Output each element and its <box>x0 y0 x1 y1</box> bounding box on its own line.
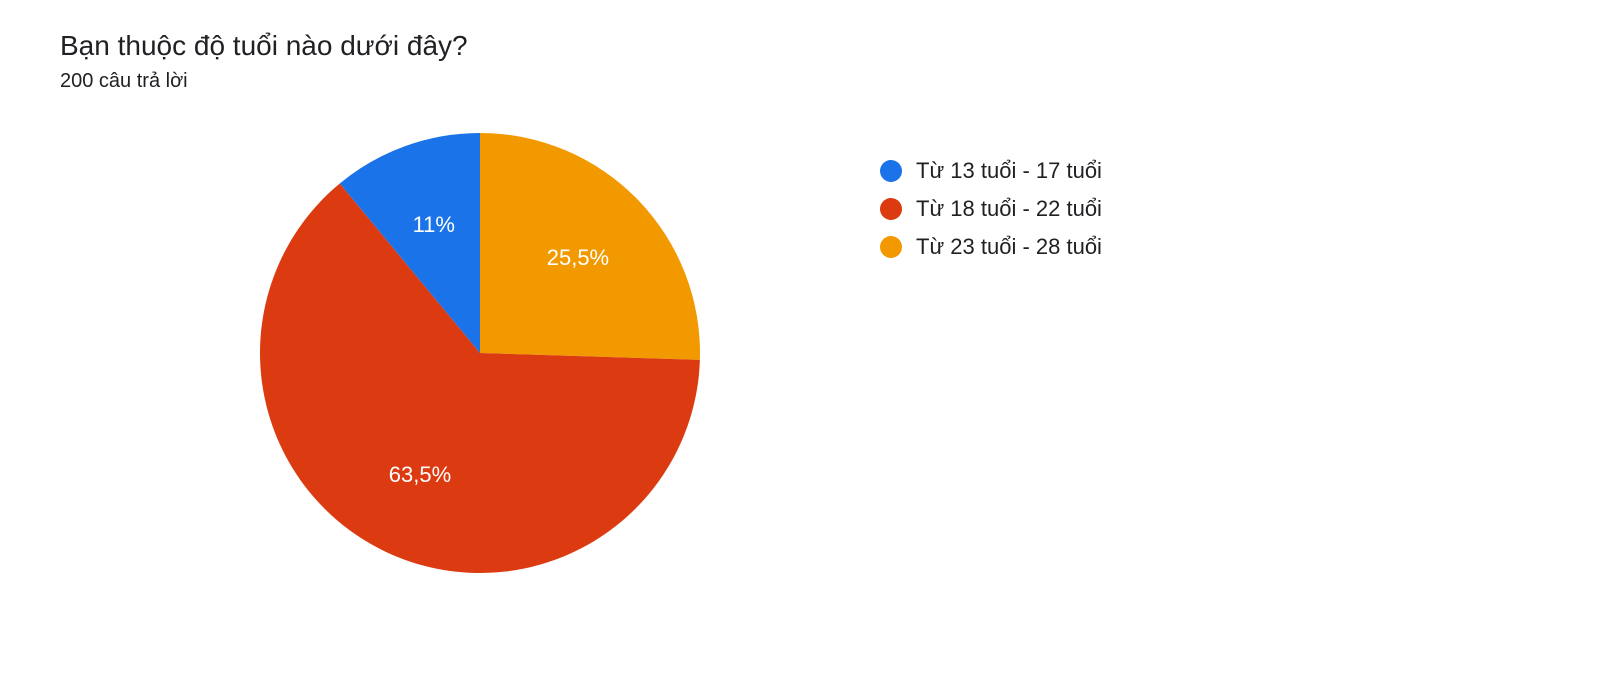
chart-title: Bạn thuộc độ tuổi nào dưới đây? <box>60 30 1540 62</box>
legend-swatch <box>880 236 902 258</box>
legend-swatch <box>880 160 902 182</box>
pie-chart: 25,5% 63,5% 11% <box>260 133 700 573</box>
legend: Từ 13 tuổi - 17 tuổi Từ 18 tuổi - 22 tuổi… <box>880 158 1102 260</box>
pie-slice-label: 11% <box>413 212 455 238</box>
chart-subtitle: 200 câu trả lời <box>60 70 1540 93</box>
pie-slice-label: 63,5% <box>389 462 451 488</box>
legend-label: Từ 13 tuổi - 17 tuổi <box>916 158 1102 184</box>
legend-item[interactable]: Từ 13 tuổi - 17 tuổi <box>880 158 1102 184</box>
pie-slice-label: 25,5% <box>547 245 609 271</box>
legend-label: Từ 23 tuổi - 28 tuổi <box>916 234 1102 260</box>
legend-label: Từ 18 tuổi - 22 tuổi <box>916 196 1102 222</box>
pie-svg <box>260 133 700 573</box>
legend-item[interactable]: Từ 23 tuổi - 28 tuổi <box>880 234 1102 260</box>
chart-container: Bạn thuộc độ tuổi nào dưới đây? 200 câu … <box>0 0 1600 603</box>
chart-header: Bạn thuộc độ tuổi nào dưới đây? 200 câu … <box>60 30 1540 93</box>
legend-swatch <box>880 198 902 220</box>
chart-content: 25,5% 63,5% 11% Từ 13 tuổi - 17 tuổi Từ 18 … <box>60 133 1540 573</box>
legend-item[interactable]: Từ 18 tuổi - 22 tuổi <box>880 196 1102 222</box>
